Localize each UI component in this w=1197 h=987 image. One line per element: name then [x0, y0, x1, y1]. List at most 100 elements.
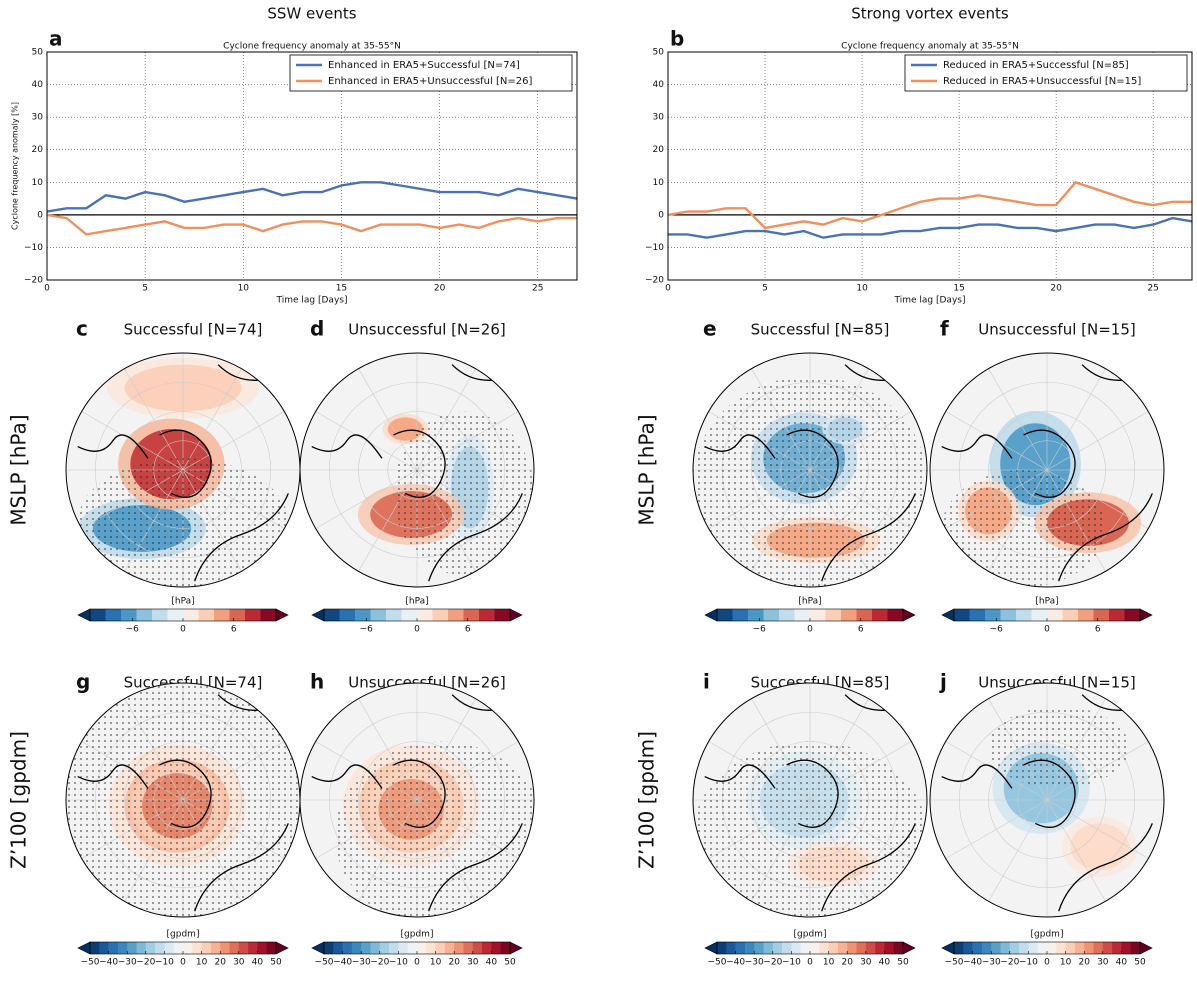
colorbar-level [791, 942, 801, 954]
colorbar-level [865, 942, 876, 954]
colorbar-level [90, 942, 100, 954]
colorbar-tick-label: −20 [1000, 958, 1019, 968]
colorbar-tick-label: −20 [136, 958, 155, 968]
map-outline [692, 682, 928, 918]
colorbar-tick-label: 0 [807, 625, 813, 635]
anomaly-blob [1070, 823, 1129, 871]
colorbar-extend [509, 941, 523, 955]
colorbar-level [136, 942, 147, 954]
panel-letter: d [310, 317, 324, 341]
colorbar-tick-label: 10 [823, 958, 835, 968]
x-axis-label: Time lag [Days] [894, 296, 966, 306]
y-tick-label: −20 [645, 276, 664, 286]
legend-label: Enhanced in ERA5+Unsuccessful [N=26] [328, 76, 532, 87]
stippling [693, 741, 927, 917]
colorbar-level [479, 609, 495, 621]
y-tick-label: 30 [32, 113, 44, 123]
coastline [941, 694, 1153, 912]
colorbar-level [963, 942, 973, 954]
panel-letter: b [670, 27, 684, 51]
colorbar-level [432, 609, 449, 621]
graticule [124, 368, 184, 471]
colorbar-level [183, 609, 199, 621]
colorbar-level [1102, 942, 1113, 954]
x-tick-label: 25 [1147, 284, 1158, 294]
stippling [693, 376, 927, 587]
panel-letter: i [703, 670, 710, 694]
colorbar-unit: [gpdm] [167, 930, 200, 940]
legend-box [904, 54, 1188, 92]
colorbar-level [794, 609, 811, 621]
colorbar-level [1093, 609, 1110, 621]
graticule [1046, 799, 1149, 859]
colorbar-level [748, 609, 764, 621]
colorbar-level [954, 609, 970, 621]
row-label: Z’100 [gpdm] [7, 731, 31, 869]
map [299, 682, 535, 918]
colorbar-level [379, 942, 390, 954]
colorbar-tick-label: 50 [270, 958, 282, 968]
colorbar-level [872, 609, 888, 621]
coastline [77, 694, 289, 912]
colorbar-tick-label: 6 [858, 625, 864, 635]
graticule [945, 799, 1048, 859]
colorbar-level [893, 942, 904, 954]
graticule [988, 799, 1048, 902]
y-tick-label: 20 [32, 145, 44, 155]
x-axis-label: Time lag [Days] [276, 296, 348, 306]
y-tick-label: 20 [653, 145, 665, 155]
colorbar-level [1028, 942, 1038, 954]
colorbar-unit: [hPa] [405, 597, 428, 607]
colorbar-level [828, 942, 839, 954]
colorbar-tick-label: 0 [807, 958, 813, 968]
colorbar-tick-label: −30 [352, 958, 371, 968]
y-tick-label: 30 [653, 113, 665, 123]
colorbar-level [732, 609, 749, 621]
coastline [941, 364, 1153, 582]
colorbar-extend [902, 941, 916, 955]
x-tick-label: 20 [1050, 284, 1062, 294]
colorbar-tick-label: 6 [465, 625, 471, 635]
colorbar-level [1074, 942, 1085, 954]
colorbar-tick-label: 10 [196, 958, 208, 968]
x-tick-label: 0 [44, 284, 50, 294]
colorbar-extend [77, 941, 91, 955]
colorbar-level [248, 942, 258, 954]
colorbar-tick-label: 30 [233, 958, 245, 968]
colorbar-level [763, 609, 780, 621]
stippling [335, 741, 534, 917]
colorbar-extend [509, 608, 523, 622]
colorbar-unit: [hPa] [1035, 597, 1058, 607]
colorbar-extend [941, 941, 955, 955]
colorbar-tick-label: 0 [180, 625, 186, 635]
colorbar-level [1047, 942, 1057, 954]
graticule [1046, 799, 1106, 902]
colorbar-tick-label: 40 [879, 958, 891, 968]
colorbar-extend [275, 608, 289, 622]
coastline [77, 364, 289, 582]
x-tick-label: 15 [336, 284, 347, 294]
map-field [930, 683, 1164, 917]
row-label: MSLP [hPa] [7, 414, 31, 525]
colorbar-level [257, 942, 267, 954]
colorbar-level [136, 609, 153, 621]
panel-letter: c [76, 317, 88, 341]
map [65, 352, 301, 588]
colorbar-level [819, 942, 829, 954]
map-field [66, 683, 300, 917]
colorbar-tick-label: 10 [430, 958, 442, 968]
map-field [300, 683, 534, 917]
colorbar-level [121, 609, 137, 621]
colorbar-level [435, 942, 446, 954]
map [692, 352, 928, 588]
map-title: Unsuccessful [N=26] [348, 321, 505, 339]
colorbar-level [1037, 942, 1048, 954]
chart-title: Cyclone frequency anomaly at 35-55°N [223, 42, 401, 52]
colorbar-level [229, 609, 246, 621]
colorbar-level [1112, 942, 1122, 954]
colorbar-level [985, 609, 1001, 621]
colorbar-level [167, 609, 184, 621]
axes-frame [46, 51, 578, 281]
colorbar-level [155, 942, 165, 954]
colorbar-tick-label: 6 [1095, 625, 1101, 635]
